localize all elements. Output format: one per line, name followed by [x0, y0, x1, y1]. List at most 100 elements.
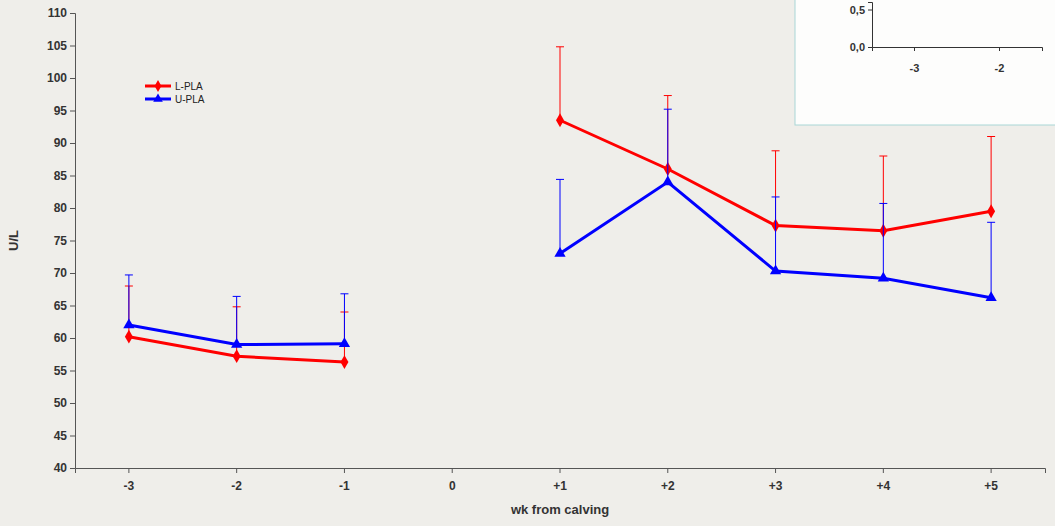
x-tick: +3 — [769, 468, 783, 493]
x-tick: +1 — [553, 468, 567, 493]
y-tick-mark — [70, 306, 75, 307]
x-tick-mark — [236, 468, 237, 473]
x-tick-label: +2 — [661, 479, 675, 493]
point — [123, 318, 134, 328]
error-bar — [879, 203, 887, 278]
legend-label: L-PLA — [175, 81, 203, 92]
point — [125, 330, 133, 344]
y-tick: 75 — [54, 234, 75, 248]
x-tick: +4 — [876, 468, 890, 493]
x-tick-mark — [452, 468, 453, 473]
y-tick-mark — [70, 273, 75, 274]
y-tick-mark — [70, 371, 75, 372]
x-tick-label: +4 — [876, 479, 890, 493]
x-tick-label: 0 — [449, 479, 456, 493]
inset-x-tick-label: -3 — [910, 62, 920, 74]
x-tick-label: -2 — [231, 479, 242, 493]
y-tick: 100 — [47, 71, 75, 85]
y-tick-label: 85 — [54, 169, 68, 183]
y-tick: 40 — [54, 461, 75, 475]
x-tick-mark — [991, 468, 992, 473]
point — [233, 349, 241, 363]
error-bar — [987, 222, 995, 297]
x-tick-label: +5 — [984, 479, 998, 493]
inset-chart: -3 -2 0,00,5 — [795, 0, 1055, 125]
inset-x-tick-mark — [999, 47, 1000, 51]
y-tick-mark — [70, 338, 75, 339]
y-tick-mark — [70, 403, 75, 404]
y-tick-label: 60 — [54, 331, 68, 345]
inset-y-tick-mark — [868, 10, 872, 11]
y-tick: 45 — [54, 429, 75, 443]
y-tick-label: 95 — [54, 104, 68, 118]
x-tick-mark — [128, 468, 129, 473]
y-tick-mark — [70, 13, 75, 14]
legend-label: U-PLA — [175, 94, 205, 105]
y-tick: 60 — [54, 331, 75, 345]
y-tick-mark — [70, 468, 75, 469]
error-bar — [556, 179, 564, 253]
inset-x-tick-label: -2 — [995, 62, 1005, 74]
y-tick: 90 — [54, 136, 75, 150]
y-tick-mark — [70, 208, 75, 209]
inset-y-tick-mark — [868, 47, 872, 48]
inset-y-axis: 0,00,5 — [850, 3, 873, 54]
inset-x-tick: -2 — [995, 47, 1005, 74]
y-tick-label: 100 — [47, 71, 67, 85]
y-tick-label: 70 — [54, 266, 68, 280]
legend: L-PLA U-PLA — [145, 80, 205, 105]
y-tick-mark — [70, 143, 75, 144]
point — [556, 113, 564, 127]
y-tick-label: 50 — [54, 396, 68, 410]
chart: -3-2-10+1+2+3+4+540455055606570758085909… — [0, 0, 1055, 526]
point — [554, 247, 565, 257]
y-tick-label: 55 — [54, 364, 68, 378]
x-tick-label: -3 — [124, 479, 135, 493]
x-axis-title: wk from calving — [510, 502, 609, 517]
y-tick-label: 90 — [54, 136, 68, 150]
y-tick-mark — [70, 46, 75, 47]
x-tick-label: +1 — [553, 479, 567, 493]
point — [339, 337, 350, 347]
point — [340, 355, 348, 369]
error-bar — [233, 296, 241, 344]
y-tick: 85 — [54, 169, 75, 183]
y-tick-mark — [70, 436, 75, 437]
inset-x-axis-line — [873, 48, 1043, 52]
legend-marker — [153, 93, 163, 101]
y-tick-mark — [70, 78, 75, 79]
x-tick: -3 — [124, 468, 135, 493]
y-tick-label: 40 — [54, 461, 68, 475]
y-tick-label: 105 — [47, 39, 67, 53]
y-tick: 50 — [54, 396, 75, 410]
error-bar — [664, 109, 672, 182]
inset-x-tick-mark — [914, 47, 915, 51]
error-bar — [340, 294, 348, 344]
y-axis-title: U/L — [6, 230, 21, 251]
error-bar — [772, 197, 780, 271]
error-bar — [987, 137, 995, 212]
legend-item: U-PLA — [145, 93, 205, 105]
inset-y-tick-label: 0,0 — [850, 41, 865, 53]
y-tick-mark — [70, 111, 75, 112]
y-tick: 55 — [54, 364, 75, 378]
point — [878, 272, 889, 282]
y-axis-line — [70, 14, 76, 469]
error-bar — [125, 275, 133, 325]
point — [985, 291, 996, 301]
y-tick: 110 — [48, 6, 75, 20]
y-tick-label: 80 — [54, 201, 68, 215]
y-tick: 70 — [54, 266, 75, 280]
x-tick-mark — [883, 468, 884, 473]
x-axis: -3-2-10+1+2+3+4+5 — [76, 468, 1046, 493]
x-tick: 0 — [449, 468, 456, 493]
error-bar — [556, 47, 564, 120]
x-tick: -2 — [231, 468, 242, 493]
y-tick-mark — [70, 176, 75, 177]
x-tick: +5 — [984, 468, 998, 493]
y-tick: 65 — [54, 299, 75, 313]
legend-marker — [155, 80, 162, 92]
point — [662, 175, 673, 185]
point — [987, 204, 995, 218]
point — [231, 338, 242, 348]
